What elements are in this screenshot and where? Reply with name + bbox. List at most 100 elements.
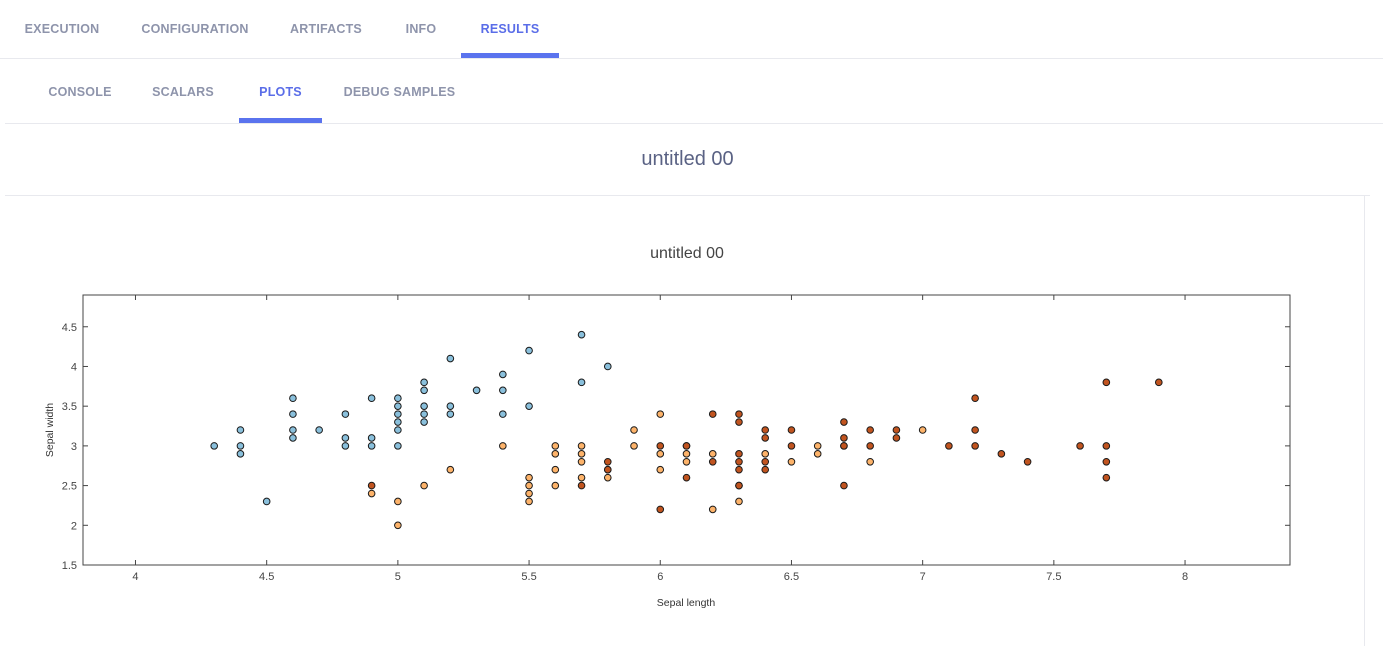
scatter-point[interactable] [630, 426, 638, 434]
scatter-point[interactable] [918, 426, 927, 434]
scatter-point[interactable] [787, 426, 796, 434]
scatter-point[interactable] [420, 481, 428, 490]
scatter-point[interactable] [289, 394, 297, 403]
scatter-point[interactable] [682, 442, 691, 450]
scatter-point[interactable] [656, 465, 665, 474]
scatter-point[interactable] [367, 394, 376, 403]
scatter-point[interactable] [630, 442, 638, 450]
scatter-point[interactable] [577, 442, 586, 450]
scatter-point[interactable] [236, 426, 245, 434]
scatter-point[interactable] [341, 410, 350, 418]
scatter-point[interactable] [394, 426, 402, 434]
scatter-point[interactable] [525, 402, 533, 410]
scatter-point[interactable] [499, 370, 507, 379]
scatter-point[interactable] [603, 457, 612, 466]
scatter-point[interactable] [761, 465, 770, 474]
scatter-point[interactable] [813, 450, 822, 458]
scatter-point[interactable] [840, 481, 848, 490]
scatter-point[interactable] [997, 450, 1006, 458]
scatter-point[interactable] [394, 410, 402, 418]
scatter-point[interactable] [840, 418, 848, 426]
scatter-point[interactable] [525, 497, 533, 506]
scatter-point[interactable] [420, 410, 428, 418]
scatter-point[interactable] [446, 402, 455, 410]
scatter-point[interactable] [577, 457, 586, 466]
scatter-point[interactable] [499, 442, 507, 450]
scatter-point[interactable] [551, 450, 560, 458]
scatter-point[interactable] [1155, 378, 1163, 387]
scatter-point[interactable] [735, 481, 743, 490]
tab-configuration[interactable]: CONFIGURATION [119, 0, 271, 58]
scatter-point[interactable] [787, 457, 796, 466]
scatter-point[interactable] [367, 481, 376, 490]
scatter-point[interactable] [708, 505, 717, 514]
scatter-point[interactable] [682, 473, 691, 482]
scatter-point[interactable] [735, 410, 743, 418]
scatter-point[interactable] [708, 457, 717, 466]
tab-artifacts[interactable]: ARTIFACTS [271, 0, 381, 58]
scatter-point[interactable] [420, 386, 428, 395]
scatter-point[interactable] [813, 442, 822, 450]
scatter-chart[interactable]: untitled 00 4 4.5 5 5.5 6 6.5 7 7.5 8 1.5 2 2.5 3 3.… [0, 196, 1364, 646]
scatter-point[interactable] [420, 378, 428, 387]
scatter-point[interactable] [656, 450, 665, 458]
scatter-point[interactable] [735, 457, 743, 466]
scatter-point[interactable] [577, 450, 586, 458]
scatter-point[interactable] [735, 497, 743, 506]
scatter-point[interactable] [735, 418, 743, 426]
tab-debug-samples[interactable]: DEBUG SAMPLES [322, 60, 477, 123]
scatter-point[interactable] [236, 442, 245, 450]
scatter-point[interactable] [656, 505, 665, 514]
scatter-point[interactable] [289, 426, 297, 434]
tab-console[interactable]: CONSOLE [33, 60, 127, 123]
scatter-point[interactable] [367, 434, 376, 442]
scatter-point[interactable] [1102, 457, 1111, 466]
scatter-point[interactable] [735, 465, 743, 474]
tab-info[interactable]: INFO [381, 0, 461, 58]
scatter-point[interactable] [394, 497, 402, 506]
scatter-point[interactable] [289, 434, 297, 442]
scatter-point[interactable] [551, 465, 560, 474]
scatter-point[interactable] [761, 450, 770, 458]
scatter-point[interactable] [446, 410, 455, 418]
scatter-point[interactable] [394, 521, 402, 530]
scatter-point[interactable] [551, 481, 560, 490]
scatter-point[interactable] [551, 442, 560, 450]
scatter-point[interactable] [525, 489, 533, 498]
scatter-point[interactable] [394, 394, 402, 403]
scatter-point[interactable] [682, 457, 691, 466]
scatter-point[interactable] [603, 473, 612, 482]
scatter-point[interactable] [840, 442, 848, 450]
scatter-point[interactable] [210, 442, 218, 450]
scatter-point[interactable] [394, 418, 402, 426]
tab-results[interactable]: RESULTS [461, 0, 559, 58]
scatter-point[interactable] [603, 465, 612, 474]
scatter-point[interactable] [577, 330, 586, 339]
scatter-point[interactable] [394, 442, 402, 450]
tab-plots[interactable]: PLOTS [239, 60, 322, 123]
scatter-point[interactable] [735, 450, 743, 458]
tab-execution[interactable]: EXECUTION [5, 0, 119, 58]
scatter-point[interactable] [682, 450, 691, 458]
tab-scalars[interactable]: SCALARS [127, 60, 239, 123]
scatter-point[interactable] [1102, 442, 1111, 450]
scatter-point[interactable] [761, 426, 770, 434]
scatter-point[interactable] [971, 394, 979, 403]
scatter-point[interactable] [656, 442, 665, 450]
scatter-point[interactable] [341, 434, 350, 442]
scatter-point[interactable] [892, 426, 901, 434]
scatter-point[interactable] [603, 362, 612, 371]
scatter-point[interactable] [525, 346, 533, 355]
scatter-point[interactable] [761, 457, 770, 466]
scatter-point[interactable] [945, 442, 953, 450]
scatter-point[interactable] [577, 473, 586, 482]
scatter-point[interactable] [577, 378, 586, 387]
scatter-point[interactable] [420, 418, 428, 426]
scatter-point[interactable] [367, 489, 376, 498]
scatter-point[interactable] [866, 457, 874, 466]
scatter-point[interactable] [394, 402, 402, 410]
scatter-point[interactable] [866, 442, 874, 450]
scatter-point[interactable] [499, 386, 507, 395]
scatter-point[interactable] [708, 450, 717, 458]
scatter-point[interactable] [446, 354, 455, 363]
